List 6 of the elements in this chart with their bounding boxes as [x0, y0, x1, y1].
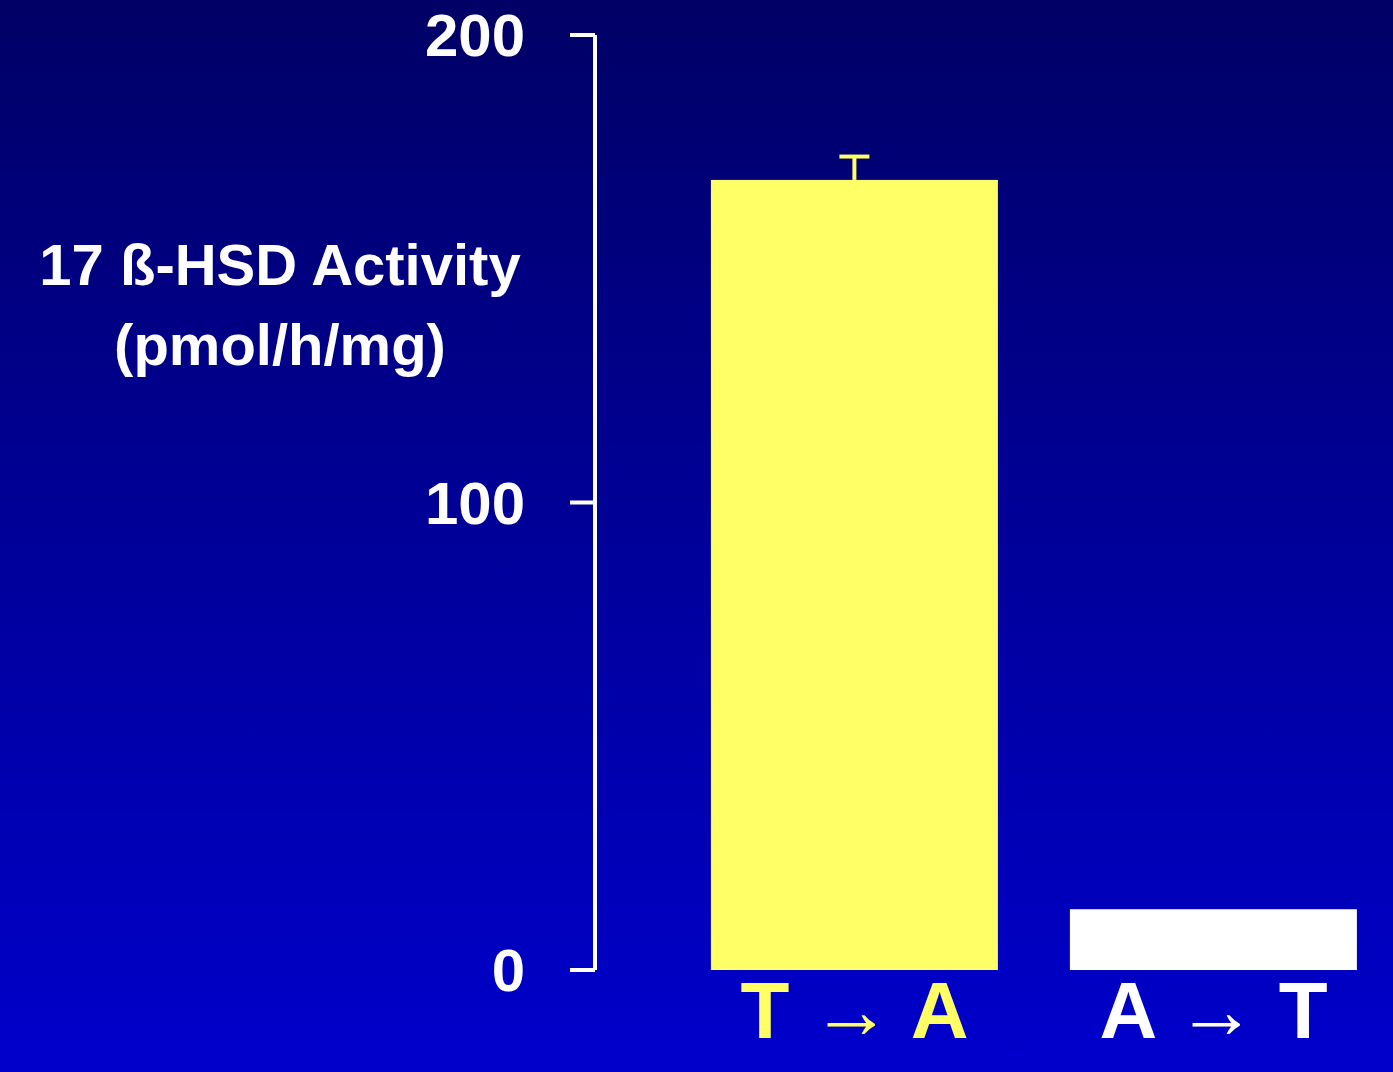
y-tick-label: 200: [424, 2, 525, 70]
x-tick-label: T → A: [740, 966, 969, 1055]
y-tick-label: 0: [491, 937, 525, 1005]
y-tick-label: 100: [424, 469, 525, 537]
y-axis-title: 17 ß-HSD Activity (pmol/h/mg): [38, 231, 522, 379]
x-tick-label: A → T: [1099, 966, 1328, 1055]
